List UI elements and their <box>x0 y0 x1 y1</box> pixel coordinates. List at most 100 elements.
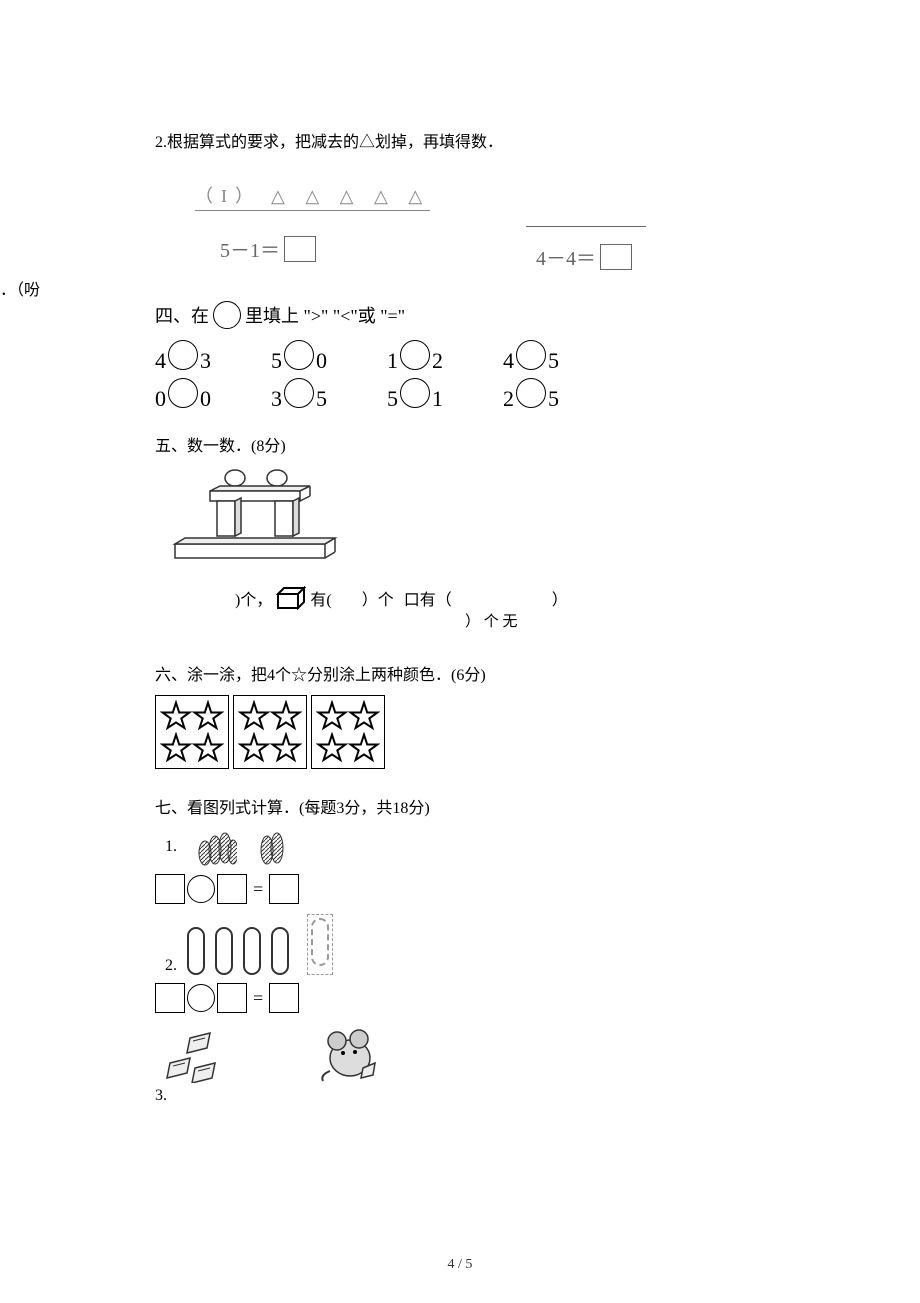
star-icon <box>270 732 302 764</box>
main-content: 2.根据算式的要求，把减去的△划掉，再填得数． （I） △ △ △ △ △ 5－1… <box>155 128 775 1105</box>
answer-box-1[interactable] <box>284 236 316 262</box>
number-box[interactable] <box>217 983 247 1013</box>
shapes-3d-figure <box>165 466 775 571</box>
capsule-icon <box>243 927 261 975</box>
num-a: 4 <box>155 348 166 374</box>
compare-circle[interactable] <box>516 378 546 408</box>
answer-box-2[interactable] <box>600 244 632 270</box>
compare-4-3: 43 <box>155 344 211 374</box>
number-box[interactable] <box>155 983 185 1013</box>
section-4-pre: 四、在 <box>155 302 209 328</box>
page-number: 4 / 5 <box>0 1257 920 1273</box>
num-b: 1 <box>432 386 443 412</box>
star-box-2[interactable] <box>233 695 307 769</box>
star-icon <box>238 700 270 732</box>
num-a: 3 <box>271 386 282 412</box>
count-text-1: )个， <box>235 586 272 610</box>
star-icon <box>316 700 348 732</box>
num-b: 0 <box>200 386 211 412</box>
equation-1-text: 5－1＝ <box>220 234 280 263</box>
section-6-header: 六、涂一涂，把4个☆分别涂上两种颜色．(6分) <box>155 661 775 685</box>
equals-sign: = <box>253 879 263 900</box>
compare-0-0: 00 <box>155 382 211 412</box>
star-box-3[interactable] <box>311 695 385 769</box>
number-box[interactable] <box>217 874 247 904</box>
operator-circle[interactable] <box>187 984 215 1012</box>
capsule-dashed-icon <box>311 918 329 966</box>
compare-circle[interactable] <box>284 340 314 370</box>
q7-2-images: 2. <box>165 914 775 975</box>
equation-2-container: 4－4＝ <box>536 226 646 271</box>
num-b: 5 <box>548 348 559 374</box>
star-box-1[interactable] <box>155 695 229 769</box>
compare-circle[interactable] <box>400 378 430 408</box>
cuboid-icon <box>276 586 306 610</box>
triangle-exercise: （I） △ △ △ △ △ <box>155 182 775 211</box>
count-text-2: 有( <box>310 586 331 610</box>
triangles: △ △ △ △ △ <box>271 186 430 206</box>
mouse-icon <box>315 1023 380 1083</box>
q7-item-2: 2. = <box>155 914 775 1013</box>
q7-3-label: 3. <box>155 1087 775 1105</box>
star-icon <box>160 700 192 732</box>
compare-circle[interactable] <box>168 340 198 370</box>
capsule-icon <box>187 927 205 975</box>
num-a: 5 <box>271 348 282 374</box>
equation-row: 5－1＝ 4－4＝ <box>220 226 775 271</box>
star-icon <box>160 732 192 764</box>
star-icon <box>192 732 224 764</box>
q7-item-1: 1. = <box>155 828 775 904</box>
question-2-text: 2.根据算式的要求，把减去的△划掉，再填得数． <box>155 128 775 152</box>
q7-item-3: 3. <box>155 1023 775 1105</box>
operator-circle[interactable] <box>187 875 215 903</box>
compare-row-2: 00 35 51 25 <box>155 382 775 412</box>
num-b: 3 <box>200 348 211 374</box>
equation-2-line <box>526 226 646 227</box>
num-b: 2 <box>432 348 443 374</box>
dashed-group <box>307 914 333 975</box>
count-text-6: ） 个 无 <box>465 610 775 631</box>
comparison-grid: 43 50 12 45 00 35 51 25 <box>155 344 775 412</box>
star-icon <box>348 732 380 764</box>
count-text-4: 口有（ <box>404 586 452 610</box>
num-a: 4 <box>503 348 514 374</box>
compare-5-0: 50 <box>271 344 327 374</box>
equation-boxes-1: = <box>155 874 775 904</box>
cake-slices-icon <box>165 1028 235 1083</box>
equation-2: 4－4＝ <box>536 242 646 271</box>
compare-circle[interactable] <box>168 378 198 408</box>
capsule-icon <box>215 927 233 975</box>
number-box[interactable] <box>269 874 299 904</box>
count-text-3: ）个 <box>362 586 394 610</box>
compare-circle[interactable] <box>284 378 314 408</box>
number-box[interactable] <box>155 874 185 904</box>
compare-circle[interactable] <box>516 340 546 370</box>
left-margin-fragment: ．（吩 <box>0 276 40 300</box>
num-b: 5 <box>548 386 559 412</box>
section-5-header: 五、数一数．(8分) <box>155 432 775 456</box>
section-4-header: 四、在 里填上 ">" "<"或 "=" <box>155 301 775 329</box>
star-icon <box>192 700 224 732</box>
q7-2-label: 2. <box>165 957 177 975</box>
num-a: 5 <box>387 386 398 412</box>
section-7-header: 七、看图列式计算．(每题3分，共18分) <box>155 794 775 818</box>
compare-5-1: 51 <box>387 382 443 412</box>
compare-circle[interactable] <box>400 340 430 370</box>
hatched-single-icon <box>257 828 285 866</box>
compare-3-5: 35 <box>271 382 327 412</box>
star-icon <box>270 700 302 732</box>
star-icon <box>238 732 270 764</box>
count-line: )个， 有( ）个 口有（ ） <box>235 586 775 610</box>
count-text-5: ） <box>552 586 568 610</box>
num-a: 0 <box>155 386 166 412</box>
number-box[interactable] <box>269 983 299 1013</box>
compare-2-5: 25 <box>503 382 559 412</box>
num-a: 2 <box>503 386 514 412</box>
num-b: 0 <box>316 348 327 374</box>
star-icon <box>348 700 380 732</box>
equation-boxes-2: = <box>155 983 775 1013</box>
roman-numeral: （I） <box>195 186 261 206</box>
circle-blank-icon <box>213 301 241 329</box>
capsule-icon <box>271 927 289 975</box>
equation-1: 5－1＝ <box>220 226 316 271</box>
